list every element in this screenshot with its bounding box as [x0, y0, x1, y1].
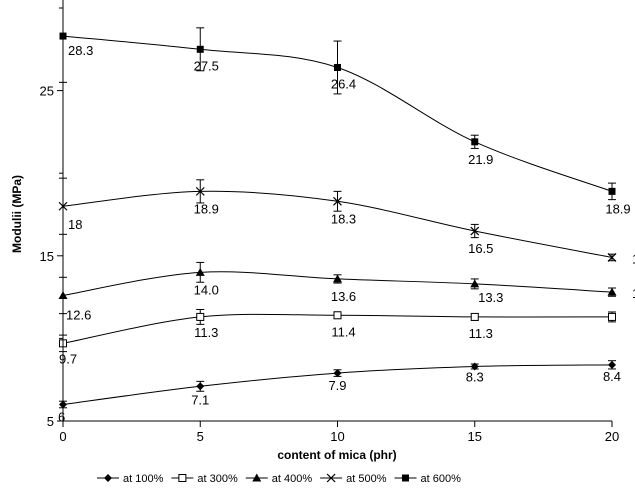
legend-marker	[104, 474, 112, 482]
legend-label: at 600%	[421, 473, 462, 485]
data-label: 6	[58, 409, 65, 424]
data-point	[333, 274, 342, 283]
y-tick-label-5: 5	[47, 414, 54, 429]
legend-label: at 300%	[197, 473, 238, 485]
data-label: 12.6	[66, 307, 91, 322]
data-label: 8.4	[603, 369, 621, 384]
x-tick-label-15: 15	[468, 429, 482, 444]
data-label: 12.8	[632, 286, 635, 301]
legend: at 100% at 300% at 400% at 500% at 600%	[97, 473, 461, 485]
data-label: 11.4	[331, 324, 355, 339]
data-point	[607, 253, 617, 262]
legend-item: at 500%	[320, 473, 387, 485]
x-tick-label-5: 5	[197, 429, 204, 444]
series-layer	[58, 0, 617, 409]
data-point	[333, 311, 342, 320]
legend-item: at 100%	[97, 473, 164, 485]
legend-label: at 100%	[123, 473, 164, 485]
data-point	[334, 63, 341, 71]
legend-marker	[178, 474, 187, 482]
data-label: 11.3	[469, 326, 493, 341]
x-tick-label-20: 20	[605, 429, 619, 444]
x-tick-label-0: 0	[59, 429, 66, 444]
data-point	[470, 362, 479, 371]
data-point	[333, 369, 342, 378]
data-point	[608, 312, 616, 321]
legend-marker	[402, 474, 409, 482]
data-point	[196, 312, 205, 321]
y-tick-label-25: 25	[40, 84, 54, 99]
data-label: 18.3	[331, 211, 356, 226]
series-at-600-	[59, 0, 616, 201]
data-point	[195, 267, 205, 276]
data-point	[607, 287, 617, 296]
data-label: 28.3	[68, 43, 93, 58]
legend-marker	[252, 473, 262, 482]
data-label: 7.9	[328, 378, 346, 393]
legend-item: at 300%	[171, 473, 238, 485]
data-point	[470, 279, 480, 288]
data-label: 13.6	[331, 289, 356, 304]
y-axis-title: Modulii (MPa)	[10, 175, 24, 253]
y-tick-label-15: 15	[40, 249, 54, 264]
data-point	[608, 187, 616, 195]
data-label: 18	[68, 217, 82, 232]
legend-label: at 400%	[272, 473, 313, 485]
data-point	[333, 196, 342, 206]
data-label: 11.3	[194, 325, 218, 340]
data-label: 27.5	[194, 58, 219, 73]
data-label: 26.4	[331, 76, 356, 91]
data-point	[195, 186, 205, 196]
x-tick-label-10: 10	[330, 429, 344, 444]
data-label: 18.9	[194, 201, 219, 216]
data-point	[470, 312, 479, 321]
data-point	[608, 360, 616, 369]
data-point	[470, 226, 480, 236]
data-label: 7.1	[191, 392, 209, 407]
legend-marker	[326, 473, 336, 483]
data-label: 14.0	[194, 282, 219, 297]
data-point	[471, 138, 479, 146]
data-label: 9.7	[59, 351, 77, 366]
data-label: 18.9	[605, 201, 630, 216]
data-label: 16.5	[468, 241, 493, 256]
data-point	[196, 382, 205, 391]
data-label: 13.3	[478, 290, 503, 305]
data-label-layer: 67.17.98.38.49.711.311.411.311.312.614.0…	[58, 43, 635, 424]
legend-item: at 400%	[245, 473, 313, 485]
legend-item: at 600%	[394, 473, 462, 485]
legend-label: at 500%	[346, 473, 387, 485]
data-point	[196, 45, 204, 53]
data-label: 14.9	[632, 251, 635, 266]
x-axis-title: content of mica (phr)	[277, 448, 396, 462]
data-label: 21.9	[468, 152, 493, 167]
data-label: 8.3	[466, 369, 484, 384]
series-at-100-	[59, 360, 616, 409]
